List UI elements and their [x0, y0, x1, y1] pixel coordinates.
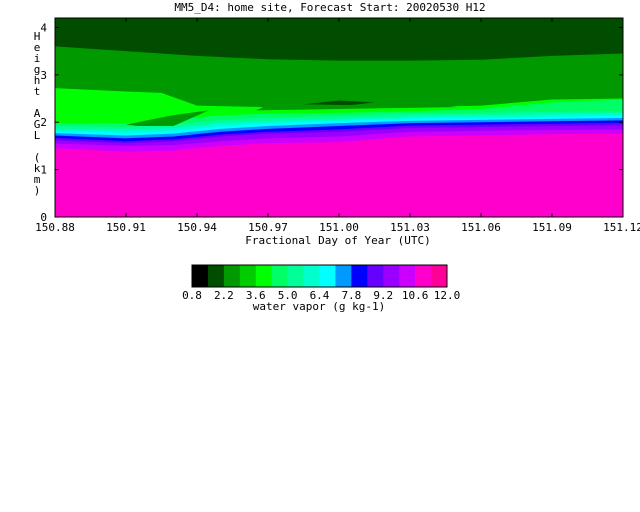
- colorbar-swatch: [192, 265, 209, 287]
- colorbar-swatch: [239, 265, 257, 287]
- colorbar-swatch: [383, 265, 400, 287]
- colorbar-swatch: [207, 265, 225, 287]
- colorbar-swatch: [287, 265, 304, 287]
- colorbar-tick-label: 10.6: [402, 289, 429, 302]
- colorbar-swatch: [319, 265, 336, 287]
- colorbar-swatch: [335, 265, 352, 287]
- colorbar-label: water vapor (g kg-1): [253, 300, 385, 313]
- colorbar-tick-label: 2.2: [214, 289, 234, 302]
- colorbar-swatch: [223, 265, 241, 287]
- x-tick-label: 151.03: [390, 221, 430, 234]
- colorbar-tick-label: 3.6: [246, 289, 266, 302]
- y-tick-label: 4: [40, 21, 47, 34]
- x-tick-label: 151.00: [319, 221, 359, 234]
- colorbar-tick-label: 9.2: [373, 289, 393, 302]
- x-tick-label: 150.91: [106, 221, 146, 234]
- contour-patch-2: [303, 100, 375, 106]
- x-tick-label: 150.88: [35, 221, 75, 234]
- x-tick-label: 150.94: [177, 221, 217, 234]
- colorbar-tick-labels: 0.8 2.2 3.6 5.0 6.4 7.8 9.2 10.6 12.0: [182, 289, 460, 302]
- x-axis-label: Fractional Day of Year (UTC): [245, 234, 430, 247]
- colorbar-tick-label: 5.0: [278, 289, 298, 302]
- colorbar-swatch: [399, 265, 416, 287]
- colorbar-tick-label: 6.4: [310, 289, 330, 302]
- colorbar-swatch: [367, 265, 384, 287]
- contour-patch-0: [126, 110, 209, 127]
- colorbar-tick-label: 0.8: [182, 289, 202, 302]
- colorbar-swatch: [415, 265, 432, 287]
- colorbar-swatch: [255, 265, 272, 287]
- x-axis: 150.88 150.91 150.94 150.97 151.00 151.03 151.…: [35, 18, 640, 234]
- y-tick-label: 3: [40, 69, 47, 82]
- x-tick-label: 150.97: [248, 221, 288, 234]
- plot-area: [55, 18, 623, 217]
- y-tick-label: 1: [40, 164, 47, 177]
- y-tick-label: 2: [40, 116, 47, 129]
- colorbar-swatch: [303, 265, 320, 287]
- x-tick-label: 151.12: [603, 221, 640, 234]
- colorbar-frame: [191, 264, 448, 288]
- colorbar-swatch: [271, 265, 288, 287]
- colorbar-swatch: [431, 265, 448, 287]
- y-tick-label: 0: [40, 211, 47, 224]
- contour-band-14: [55, 133, 623, 217]
- x-tick-label: 151.09: [532, 221, 572, 234]
- y-axis: 0 1 2 3 4: [40, 21, 623, 224]
- chart-title: MM5_D4: home site, Forecast Start: 20020…: [174, 1, 485, 14]
- colorbar-tick-label: 12.0: [434, 289, 461, 302]
- x-tick-label: 151.06: [461, 221, 501, 234]
- colorbar-swatch: [351, 265, 368, 287]
- colorbar-tick-label: 7.8: [341, 289, 361, 302]
- colorbar: [191, 264, 448, 288]
